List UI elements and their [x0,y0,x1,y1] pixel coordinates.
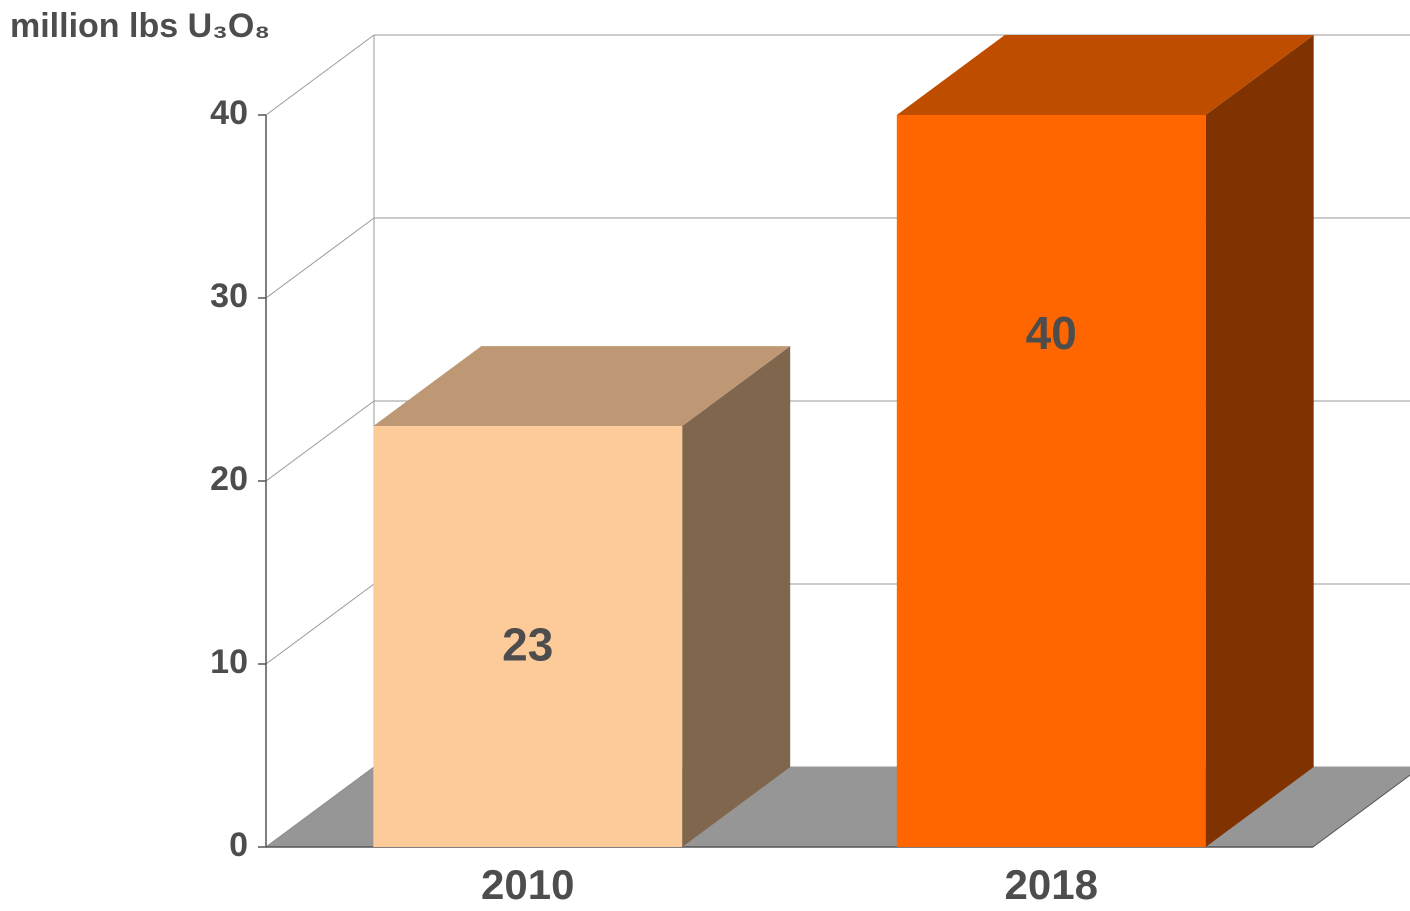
grid-line-side [265,583,375,665]
bar-side [1205,35,1314,847]
grid-line-side [265,400,375,482]
bar [373,426,683,847]
x-tick-label: 2010 [481,861,574,908]
value-label: 40 [1026,307,1077,359]
y-tick-label: 20 [210,460,248,498]
grid-line-side [265,34,375,116]
bar-top [896,35,1314,115]
grid-line-side [265,766,375,848]
y-tick-label: 30 [210,277,248,315]
y-tick-label: 10 [210,643,248,681]
bar-side [682,346,791,847]
y-axis-label: million lbs U₃O₈ [10,7,270,45]
bar [896,115,1206,847]
bar-top [373,346,791,427]
y-tick-label: 0 [229,826,248,864]
grid-line-side [265,217,375,299]
value-label: 23 [502,618,553,670]
y-tick-label: 40 [210,94,248,132]
x-tick-label: 2018 [1005,861,1098,908]
